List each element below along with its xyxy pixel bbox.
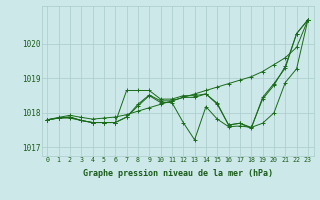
X-axis label: Graphe pression niveau de la mer (hPa): Graphe pression niveau de la mer (hPa) — [83, 169, 273, 178]
